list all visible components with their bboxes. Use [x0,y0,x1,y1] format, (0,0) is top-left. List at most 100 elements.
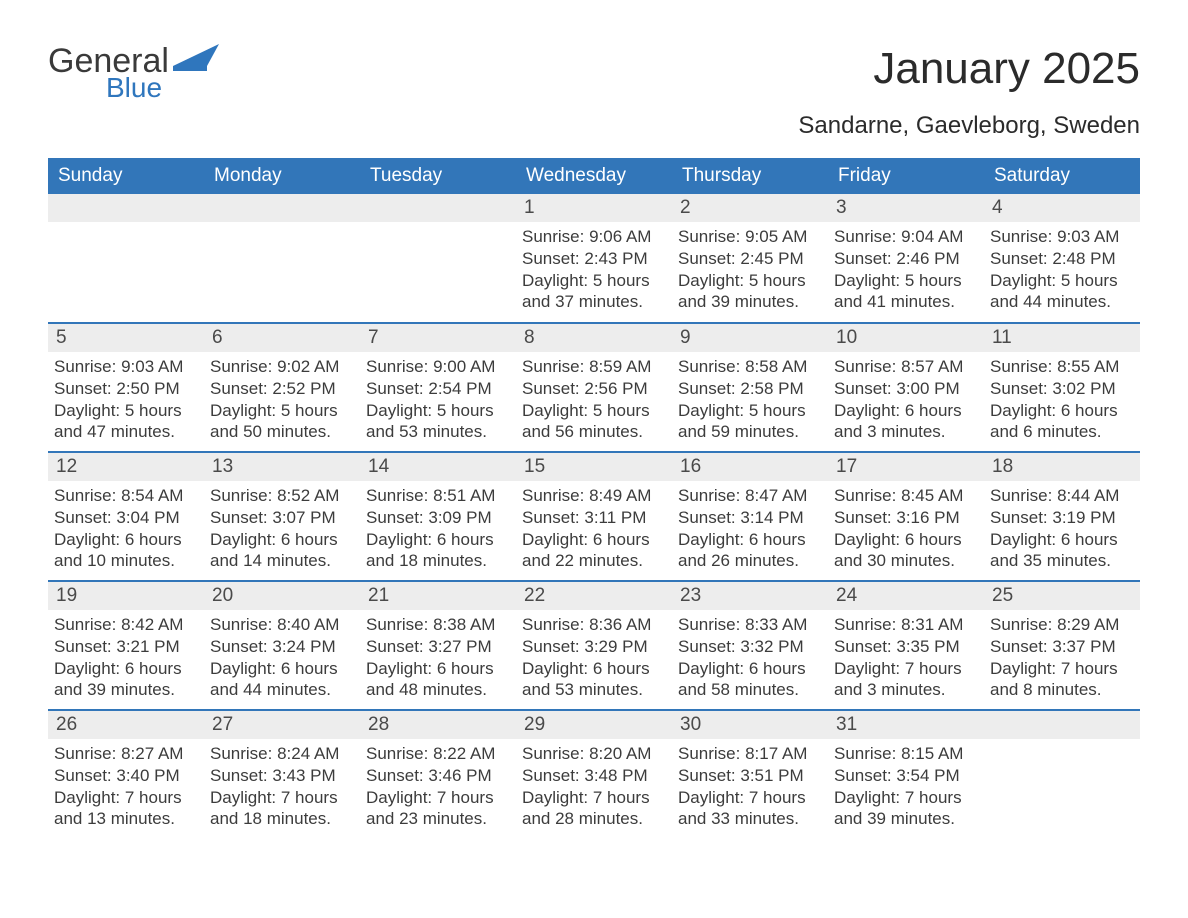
calendar-day: 24Sunrise: 8:31 AMSunset: 3:35 PMDayligh… [828,582,984,709]
sunset-line: Sunset: 3:02 PM [990,378,1134,400]
calendar-day: 5Sunrise: 9:03 AMSunset: 2:50 PMDaylight… [48,324,204,451]
calendar-day: 20Sunrise: 8:40 AMSunset: 3:24 PMDayligh… [204,582,360,709]
daylight-line-1: Daylight: 5 hours [678,270,822,292]
daylight-line-1: Daylight: 6 hours [366,658,510,680]
daylight-line-2: and 39 minutes. [54,679,198,701]
day-number: 17 [828,453,984,481]
sunset-line: Sunset: 3:16 PM [834,507,978,529]
day-details: Sunrise: 8:29 AMSunset: 3:37 PMDaylight:… [984,610,1140,709]
daylight-line-1: Daylight: 6 hours [834,400,978,422]
daylight-line-1: Daylight: 5 hours [366,400,510,422]
day-number: 13 [204,453,360,481]
sunrise-line: Sunrise: 8:33 AM [678,614,822,636]
calendar-week: 5Sunrise: 9:03 AMSunset: 2:50 PMDaylight… [48,322,1140,451]
daylight-line-1: Daylight: 6 hours [834,529,978,551]
daylight-line-2: and 33 minutes. [678,808,822,830]
sunrise-line: Sunrise: 8:57 AM [834,356,978,378]
sunrise-line: Sunrise: 8:44 AM [990,485,1134,507]
day-details: Sunrise: 8:33 AMSunset: 3:32 PMDaylight:… [672,610,828,709]
day-number: 16 [672,453,828,481]
day-number: 3 [828,194,984,222]
calendar-day: 10Sunrise: 8:57 AMSunset: 3:00 PMDayligh… [828,324,984,451]
day-details: Sunrise: 8:45 AMSunset: 3:16 PMDaylight:… [828,481,984,580]
daylight-line-1: Daylight: 5 hours [522,400,666,422]
day-details: Sunrise: 8:47 AMSunset: 3:14 PMDaylight:… [672,481,828,580]
day-number: 6 [204,324,360,352]
day-details: Sunrise: 8:51 AMSunset: 3:09 PMDaylight:… [360,481,516,580]
daylight-line-2: and 37 minutes. [522,291,666,313]
daylight-line-1: Daylight: 7 hours [678,787,822,809]
calendar-day: 31Sunrise: 8:15 AMSunset: 3:54 PMDayligh… [828,711,984,838]
sunrise-line: Sunrise: 8:31 AM [834,614,978,636]
calendar-day: 7Sunrise: 9:00 AMSunset: 2:54 PMDaylight… [360,324,516,451]
sunset-line: Sunset: 3:09 PM [366,507,510,529]
sunrise-line: Sunrise: 8:27 AM [54,743,198,765]
daylight-line-1: Daylight: 7 hours [54,787,198,809]
day-number: 8 [516,324,672,352]
day-number: 25 [984,582,1140,610]
sunset-line: Sunset: 3:27 PM [366,636,510,658]
daylight-line-2: and 18 minutes. [210,808,354,830]
daylight-line-1: Daylight: 6 hours [54,529,198,551]
sunrise-line: Sunrise: 8:54 AM [54,485,198,507]
sunrise-line: Sunrise: 8:15 AM [834,743,978,765]
day-details: Sunrise: 8:55 AMSunset: 3:02 PMDaylight:… [984,352,1140,451]
day-number: 1 [516,194,672,222]
sunrise-line: Sunrise: 9:03 AM [990,226,1134,248]
day-number: 23 [672,582,828,610]
column-header: Monday [204,158,360,194]
sunset-line: Sunset: 3:14 PM [678,507,822,529]
calendar-day: 23Sunrise: 8:33 AMSunset: 3:32 PMDayligh… [672,582,828,709]
header: General Blue January 2025 [48,44,1140,104]
calendar-day-empty [984,711,1140,838]
column-header: Saturday [984,158,1140,194]
sunrise-line: Sunrise: 9:04 AM [834,226,978,248]
daylight-line-1: Daylight: 6 hours [366,529,510,551]
day-details: Sunrise: 9:00 AMSunset: 2:54 PMDaylight:… [360,352,516,451]
daylight-line-2: and 41 minutes. [834,291,978,313]
calendar-day-empty [48,194,204,322]
location-subtitle: Sandarne, Gaevleborg, Sweden [48,112,1140,140]
sunset-line: Sunset: 2:52 PM [210,378,354,400]
sunset-line: Sunset: 2:56 PM [522,378,666,400]
daylight-line-2: and 39 minutes. [834,808,978,830]
calendar-day-empty [204,194,360,322]
day-details: Sunrise: 8:24 AMSunset: 3:43 PMDaylight:… [204,739,360,838]
sunset-line: Sunset: 2:43 PM [522,248,666,270]
daylight-line-2: and 28 minutes. [522,808,666,830]
day-number: 28 [360,711,516,739]
daylight-line-2: and 10 minutes. [54,550,198,572]
calendar-day: 30Sunrise: 8:17 AMSunset: 3:51 PMDayligh… [672,711,828,838]
calendar-week: 12Sunrise: 8:54 AMSunset: 3:04 PMDayligh… [48,451,1140,580]
column-header: Thursday [672,158,828,194]
calendar-day: 6Sunrise: 9:02 AMSunset: 2:52 PMDaylight… [204,324,360,451]
day-number [204,194,360,222]
sunrise-line: Sunrise: 8:24 AM [210,743,354,765]
daylight-line-1: Daylight: 6 hours [210,658,354,680]
daylight-line-2: and 44 minutes. [990,291,1134,313]
sunrise-line: Sunrise: 8:17 AM [678,743,822,765]
sunrise-line: Sunrise: 9:03 AM [54,356,198,378]
daylight-line-2: and 48 minutes. [366,679,510,701]
daylight-line-1: Daylight: 5 hours [210,400,354,422]
day-number: 29 [516,711,672,739]
day-number: 18 [984,453,1140,481]
calendar-day: 1Sunrise: 9:06 AMSunset: 2:43 PMDaylight… [516,194,672,322]
day-details: Sunrise: 8:27 AMSunset: 3:40 PMDaylight:… [48,739,204,838]
calendar-day: 27Sunrise: 8:24 AMSunset: 3:43 PMDayligh… [204,711,360,838]
daylight-line-2: and 56 minutes. [522,421,666,443]
calendar-day: 14Sunrise: 8:51 AMSunset: 3:09 PMDayligh… [360,453,516,580]
sunrise-line: Sunrise: 9:06 AM [522,226,666,248]
day-details: Sunrise: 8:42 AMSunset: 3:21 PMDaylight:… [48,610,204,709]
brand-logo: General Blue [48,44,219,104]
day-number: 19 [48,582,204,610]
daylight-line-2: and 13 minutes. [54,808,198,830]
day-details: Sunrise: 9:06 AMSunset: 2:43 PMDaylight:… [516,222,672,321]
day-details: Sunrise: 8:40 AMSunset: 3:24 PMDaylight:… [204,610,360,709]
daylight-line-2: and 26 minutes. [678,550,822,572]
daylight-line-1: Daylight: 5 hours [834,270,978,292]
calendar-week: 19Sunrise: 8:42 AMSunset: 3:21 PMDayligh… [48,580,1140,709]
day-details: Sunrise: 8:49 AMSunset: 3:11 PMDaylight:… [516,481,672,580]
calendar-day: 17Sunrise: 8:45 AMSunset: 3:16 PMDayligh… [828,453,984,580]
day-number [984,711,1140,739]
